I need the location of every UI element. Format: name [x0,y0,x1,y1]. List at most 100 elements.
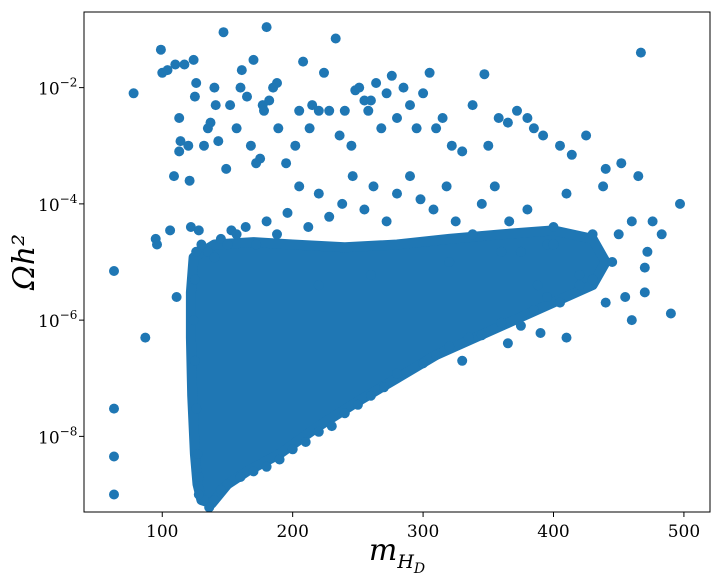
scatter-point [548,222,559,232]
scatter-point [428,204,439,215]
scatter-point [339,408,350,419]
scatter-point [188,315,199,326]
x-tick-label: 500 [668,522,700,542]
plot-area [109,22,685,513]
dense-point-region [185,225,611,509]
scatter-point [235,472,246,482]
scatter-point [215,484,226,495]
scatter-point [483,140,494,151]
scatter-point [371,78,382,88]
scatter-point [647,216,658,227]
scatter-point [555,297,565,308]
scatter-point [294,181,305,192]
x-axis-label-subsub: D [413,561,425,576]
scatter-point [496,246,507,257]
scatter-point [196,239,207,250]
scatter-point [656,229,667,240]
scatter-point [169,171,179,182]
scatter-point [626,216,637,227]
scatter-point [522,113,533,123]
scatter-point [189,355,200,366]
scatter-point [218,27,229,38]
scatter-point [165,225,176,236]
scatter-point [392,188,402,199]
scatter-point [313,426,324,437]
scatter-point [548,239,559,250]
scatter-point [463,332,474,343]
scatter-point [170,59,181,70]
scatter-point [467,229,478,240]
scatter-point [174,146,185,157]
scatter-point [431,123,442,134]
scatter-point [392,368,402,379]
scatter-point [235,82,246,93]
x-tick-label: 200 [276,522,308,542]
scatter-point [502,338,513,349]
scatter-point [261,461,272,472]
scatter-point [174,113,185,123]
scatter-point [264,95,275,106]
scatter-point [287,444,298,455]
scatter-point [538,130,549,141]
scatter-point [411,123,422,134]
scatter-point [642,246,653,257]
scatter-point [248,466,259,477]
scatter-point [261,22,272,33]
scatter-point [675,198,685,209]
scatter-point [231,123,242,134]
scatter-point [282,207,293,218]
scatter-point [365,390,376,401]
scatter-point [607,257,618,267]
scatter-point [222,239,233,250]
scatter-point [191,246,202,257]
scatter-point [502,117,513,128]
scatter-point [191,403,202,414]
scatter-point [386,70,397,81]
scatter-point [561,332,572,343]
scatter-point [188,54,199,65]
scatter-point [236,65,247,76]
scatter-point [528,304,539,315]
scatter-point [359,204,370,215]
y-tick-label: 10−4 [38,192,78,216]
scatter-point [155,44,166,55]
scatter-point [109,403,119,414]
scatter-point [304,123,315,134]
scatter-point [392,113,402,123]
scatter-point [272,229,282,240]
scatter-point [598,181,609,192]
scatter-point [446,140,457,151]
scatter-point [209,495,220,506]
scatter-point [300,437,311,447]
scatter-point [251,239,262,250]
scatter-point [221,163,232,174]
x-axis-label-main: m [369,533,397,568]
scatter-point [363,105,374,116]
scatter-point [274,454,285,465]
scatter-point [613,229,624,240]
scatter-point [175,136,186,147]
scatter-point [542,292,552,302]
scatter-point [424,67,435,78]
scatter-point [324,211,335,222]
scatter-point [418,358,429,369]
y-axis-label: Ωh² [7,234,42,291]
scatter-point [444,341,455,352]
scatter-point [193,489,204,500]
scatter-point [210,100,221,111]
scatter-point [179,59,190,70]
scatter-point [441,181,452,192]
scatter-point [222,479,233,490]
scatter-point [496,317,507,328]
scatter-point [109,489,119,500]
scatter-point [183,140,194,151]
scatter-point [189,274,200,285]
scatter-point [431,350,442,361]
scatter-point [639,287,650,298]
scatter-point [365,95,376,106]
scatter-point [225,100,236,111]
scatter-point [231,229,242,240]
scatter-point [162,65,173,76]
scatter-point [515,246,526,257]
scatter-point [202,246,213,257]
